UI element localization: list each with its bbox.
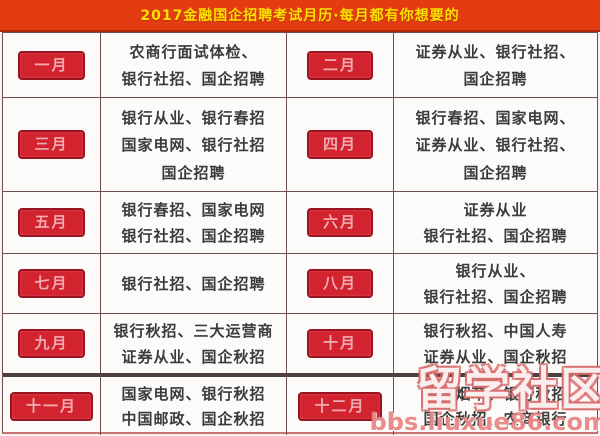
events-cell: 银行秋招、三大运营商 证券从业、国企秋招 [100,313,286,373]
event-text-line: 农商行面试体检、 [129,43,258,61]
events-cell: 银行从业、银行社招、国企招聘 [393,253,597,313]
event-text-line: 证券从业、国企秋招 [423,347,568,366]
month-badge-三月[interactable]: 三月 [18,130,85,159]
event-text-line: 证券从业、银行社招、 [415,43,576,61]
header-banner: 2017金融国企招聘考试月历·每月都有你想要的 [0,0,600,32]
month-badge-十一月[interactable]: 十一月 [9,391,93,421]
month-badge-八月[interactable]: 八月 [306,269,373,298]
events-cell: 银行社招、国企招聘 [100,253,286,313]
event-text-line: 国家电网、银行社招 [121,136,266,154]
event-text-line: 银行秋招、中国人寿 [423,322,568,341]
month-cell: 二月 [286,33,393,97]
event-text-line: 国企秋招、农商银行 [423,410,568,428]
event-text-line: 中国邮政、国企秋招 [121,410,266,428]
month-badge-九月[interactable]: 九月 [18,329,85,358]
events-cell: 银行从业、银行春招 国家电网、银行社招 国企招聘 [100,97,286,191]
events-cell: 银行春招、国家电网、 证券从业、银行社招、 国企招聘 [393,97,597,191]
month-badge-五月[interactable]: 五月 [18,208,85,237]
month-badge-一月[interactable]: 一月 [18,50,85,80]
month-badge-十二月[interactable]: 十二月 [298,391,382,421]
month-cell: 一月 [3,33,100,97]
page-title: 2017金融国企招聘考试月历·每月都有你想要的 [140,8,460,24]
month-badge-七月[interactable]: 七月 [18,269,85,298]
event-text-line: 银行社招、国企招聘 [423,287,568,306]
event-text-line: 国企招聘 [463,70,528,88]
events-cell: 证券从业、银行社招、 国企招聘 [393,33,597,97]
event-text-line: 银行社招、国企招聘 [121,70,266,88]
month-cell: 六月 [286,191,393,253]
event-text-line: 银行从业、银行春招 [121,108,266,127]
month-cell: 八月 [286,253,393,313]
event-text-line: 银行春招、国家电网、 [415,108,576,127]
event-text-line: 国家电网、银行秋招 [121,385,266,403]
month-cell: 四月 [286,97,393,191]
month-badge-六月[interactable]: 六月 [306,208,373,237]
event-text-line: 银行社招、国企招聘 [121,275,266,293]
event-text-line: 证券从业 [463,201,528,219]
month-cell: 十二月 [286,373,393,435]
month-cell: 三月 [3,97,100,191]
event-text-line: 银行从业、 [455,262,536,281]
event-text-line: 银行秋招、三大运营商 [113,322,274,341]
calendar-table: 一月 农商行面试体检、 银行社招、国企招聘 二月 证券从业、银行社招、 国企招聘 三月 银行从… [2,32,598,435]
events-cell: 银行秋招、中国人寿 证券从业、国企秋招 [393,313,597,373]
event-text-line: 证券从业、国企秋招 [121,347,266,366]
events-cell: 证券从业银行社招、国企招聘 [393,191,597,253]
event-text-line: 国企招聘 [161,163,226,182]
events-cell: 银行春招、国家电网 银行社招、国企招聘 [100,191,286,253]
month-badge-二月[interactable]: 二月 [306,50,373,80]
event-text-line: 国企招聘 [463,163,528,182]
month-cell: 九月 [3,313,100,373]
month-cell: 七月 [3,253,100,313]
events-cell: 农商行面试体检、 银行社招、国企招聘 [100,33,286,97]
event-text-line: 中国烟草、银行秋招 [423,385,568,403]
month-cell: 十月 [286,313,393,373]
event-text-line: 证券从业、银行社招、 [415,136,576,154]
month-cell: 五月 [3,191,100,253]
event-text-line: 银行春招、国家电网 [121,201,266,219]
month-cell: 十一月 [3,373,100,435]
month-badge-四月[interactable]: 四月 [306,130,373,159]
event-text-line: 银行社招、国企招聘 [121,227,266,245]
events-cell: 国家电网、银行秋招 中国邮政、国企秋招 [100,373,286,435]
month-badge-十月[interactable]: 十月 [306,329,373,358]
events-cell: 中国烟草、银行秋招 国企秋招、农商银行 [393,373,597,435]
event-text-line: 银行社招、国企招聘 [423,227,568,245]
